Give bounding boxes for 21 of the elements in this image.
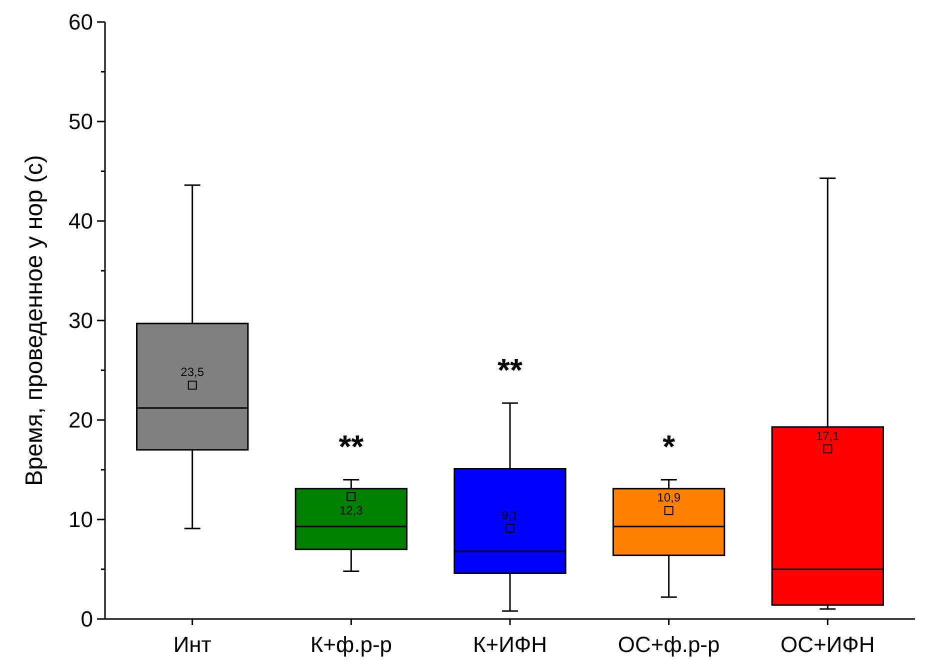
x-tick-label: ОС+ИФН — [780, 632, 875, 657]
text: 9,1 — [502, 508, 518, 522]
y-tick-label: 20 — [68, 408, 93, 433]
y-tick-label: 10 — [68, 507, 93, 532]
text: 10,9 — [657, 490, 681, 505]
text: 23,5 — [180, 365, 204, 380]
x-tick-label: К+ИФН — [472, 632, 548, 657]
y-tick-label: 0 — [80, 606, 93, 632]
text: 12,3 — [339, 504, 363, 518]
x-tick-label: Инт — [173, 632, 212, 657]
y-tick-label: 30 — [68, 308, 93, 334]
annotation: ** — [338, 428, 364, 465]
x-tick-label: К+ф.р-р — [310, 632, 392, 657]
annotation: * — [662, 428, 676, 465]
text: 17,1 — [816, 428, 840, 443]
x-tick-label: ОС+ф.р-р — [618, 632, 720, 657]
y-tick-label: 50 — [68, 109, 93, 134]
y-tick-label: 60 — [68, 10, 93, 35]
y-tick-label: 40 — [68, 208, 93, 234]
annotation: ** — [498, 352, 523, 388]
y-axis-title: Время, проведенное у нор (с) — [21, 154, 48, 486]
